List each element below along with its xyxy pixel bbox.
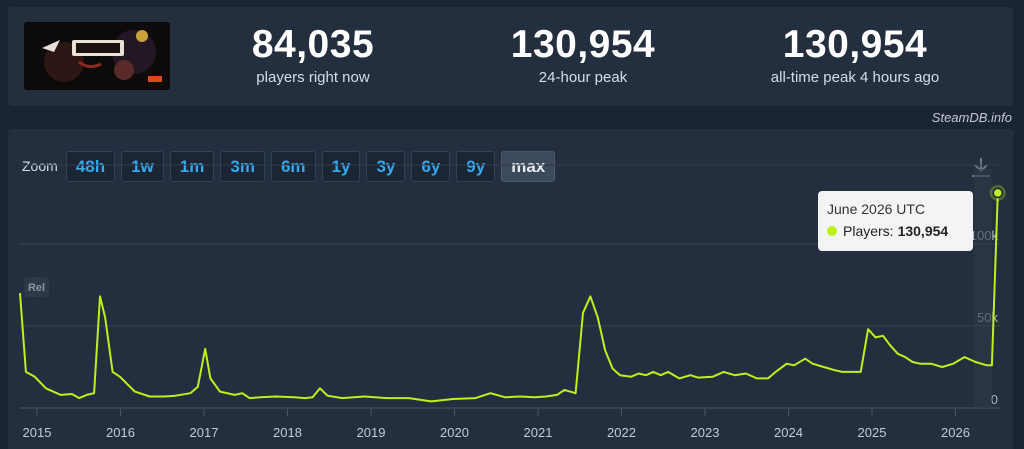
all-time-peak-stat: 130,954 all-time peak 4 hours ago xyxy=(725,23,985,87)
tooltip-date: June 2026 UTC xyxy=(827,201,926,217)
x-tick-label: 2026 xyxy=(941,425,970,440)
x-tick-label: 2017 xyxy=(190,425,219,440)
zoom-1m-button[interactable]: 1m xyxy=(169,150,215,182)
x-tick-label: 2025 xyxy=(858,425,887,440)
zoom-3y-button[interactable]: 3y xyxy=(366,150,406,182)
rel-badge-label: Rel xyxy=(28,282,45,294)
zoom-3m-button[interactable]: 3m xyxy=(220,150,265,182)
x-tick-label: 2024 xyxy=(774,425,803,440)
x-tick-label: 2019 xyxy=(357,425,386,440)
tooltip-row: Players: 130,954 xyxy=(827,223,964,239)
zoom-9y-button[interactable]: 9y xyxy=(456,150,496,182)
peak-24h-value: 130,954 xyxy=(510,23,656,66)
x-tick-label: 2021 xyxy=(524,425,553,440)
zoom-controls: Zoom 48h 1w 1m 3m 6m 1y 3y 6y 9y max xyxy=(22,150,561,182)
x-tick-label: 2023 xyxy=(691,425,720,440)
chart-tooltip: June 2026 UTC Players: 130,954 xyxy=(818,191,973,251)
hover-column xyxy=(974,169,992,408)
rel-badge xyxy=(24,277,49,297)
x-tick-label: 2016 xyxy=(106,425,135,440)
tooltip-series-label: Players: xyxy=(843,223,894,239)
x-tick-label: 2022 xyxy=(607,425,636,440)
all-time-peak-label[interactable]: all-time peak 4 hours ago xyxy=(770,69,940,86)
zoom-1y-button[interactable]: 1y xyxy=(321,150,361,182)
peak-24h-stat: 130,954 24-hour peak xyxy=(453,23,713,87)
zoom-1w-button[interactable]: 1w xyxy=(121,150,164,182)
x-tick-label: 2020 xyxy=(440,425,469,440)
steamdb-credit[interactable]: SteamDB.info xyxy=(931,110,1012,125)
x-tick-label: 2015 xyxy=(23,425,52,440)
zoom-6m-button[interactable]: 6m xyxy=(270,150,316,182)
stats-bar: 84,035 players right now 130,954 24-hour… xyxy=(8,7,1013,106)
chart-panel: Zoom 48h 1w 1m 3m 6m 1y 3y 6y 9y max 050… xyxy=(8,129,1013,449)
player-count-chart[interactable]: 050k100k20152016201720182019202020212022… xyxy=(8,129,1013,449)
highlight-point xyxy=(992,187,1004,199)
zoom-label: Zoom xyxy=(22,158,58,174)
current-players-label: players right now xyxy=(256,69,370,86)
zoom-6y-button[interactable]: 6y xyxy=(411,150,451,182)
current-players-stat: 84,035 players right now xyxy=(183,23,443,87)
players-series-line xyxy=(19,192,999,403)
current-players-value: 84,035 xyxy=(251,23,375,66)
game-thumbnail[interactable] xyxy=(24,22,170,90)
zoom-max-button[interactable]: max xyxy=(501,150,556,182)
tooltip-value: 130,954 xyxy=(897,223,949,239)
series-dot-icon xyxy=(827,226,837,236)
all-time-peak-value: 130,954 xyxy=(782,23,928,66)
y-tick-label: 0 xyxy=(991,392,998,407)
x-tick-label: 2018 xyxy=(273,425,302,440)
zoom-48h-button[interactable]: 48h xyxy=(65,150,116,182)
peak-24h-label: 24-hour peak xyxy=(538,69,628,86)
